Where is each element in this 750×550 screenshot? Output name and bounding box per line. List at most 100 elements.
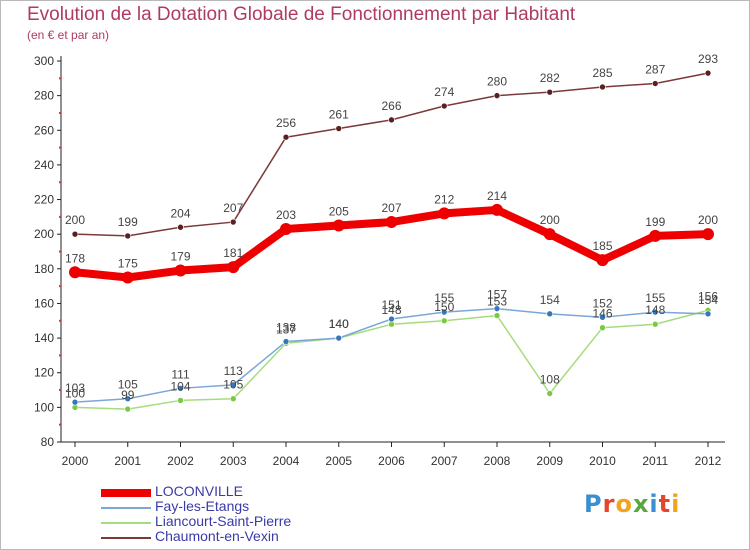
data-label-2: 146 <box>592 307 612 321</box>
data-label-3: 274 <box>434 85 454 99</box>
series-point-1 <box>388 315 395 323</box>
x-tick-label: 2010 <box>589 454 616 468</box>
y-tick-label: 300 <box>34 54 54 68</box>
data-label-2: 150 <box>434 300 454 314</box>
data-label-2: 148 <box>381 303 401 317</box>
data-label-3: 256 <box>276 116 296 130</box>
data-label-2: 108 <box>540 373 560 387</box>
x-tick-label: 2006 <box>378 454 405 468</box>
data-label-2: 153 <box>487 295 507 309</box>
data-label-0: 199 <box>645 215 665 229</box>
data-label-2: 100 <box>65 386 85 400</box>
data-label-0: 200 <box>698 213 718 227</box>
series-point-2 <box>599 324 606 332</box>
series-point-2 <box>177 397 184 404</box>
legend-swatch <box>101 522 151 524</box>
data-label-2: 156 <box>698 289 718 303</box>
y-tick-label: 100 <box>34 400 54 414</box>
y-minor-tick <box>59 181 61 184</box>
y-tick-label: 260 <box>34 123 54 137</box>
proxiti-logo: Proxiti <box>584 490 680 518</box>
series-point-0 <box>438 207 451 220</box>
series-point-3 <box>599 83 606 91</box>
data-label-1: 103 <box>65 381 85 395</box>
data-label-0: 203 <box>276 208 296 222</box>
series-point-0 <box>543 228 556 241</box>
y-tick-label: 200 <box>34 227 54 241</box>
series-point-0 <box>491 203 503 216</box>
series-point-0 <box>227 261 240 274</box>
series-point-3 <box>229 218 237 226</box>
data-label-3: 266 <box>381 99 401 113</box>
data-label-0: 205 <box>329 205 349 219</box>
legend-swatch <box>101 489 151 497</box>
series-point-3 <box>71 230 79 238</box>
x-tick-label: 2005 <box>325 454 352 468</box>
y-minor-tick <box>59 250 61 253</box>
y-tick-label: 280 <box>34 89 54 103</box>
data-label-3: 199 <box>118 215 138 229</box>
legend-swatch <box>101 537 151 539</box>
data-label-3: 282 <box>540 71 560 85</box>
series-point-1 <box>177 385 184 392</box>
x-tick-label: 2007 <box>431 454 458 468</box>
series-point-1 <box>704 310 712 318</box>
data-label-3: 200 <box>65 213 85 227</box>
data-label-1: 154 <box>540 293 560 307</box>
logo-letter: x <box>632 490 650 518</box>
x-tick-label: 2004 <box>273 454 300 468</box>
x-tick-label: 2000 <box>62 454 89 468</box>
series-point-2 <box>651 320 659 328</box>
series-point-0 <box>121 271 134 284</box>
logo-letter: t <box>658 490 672 518</box>
data-label-0: 181 <box>223 246 243 260</box>
y-tick-label: 140 <box>34 331 54 345</box>
data-label-3: 293 <box>698 52 718 66</box>
series-point-1 <box>599 314 606 321</box>
series-point-0 <box>385 216 398 229</box>
legend-label: Chaumont-en-Vexin <box>155 528 279 544</box>
series-point-3 <box>282 133 290 141</box>
y-tick-label: 180 <box>34 262 54 276</box>
data-label-1: 140 <box>329 317 349 331</box>
data-label-0: 212 <box>434 192 454 206</box>
series-point-0 <box>69 266 81 279</box>
data-label-1: 113 <box>224 364 243 378</box>
series-point-0 <box>596 254 609 267</box>
data-label-3: 261 <box>329 108 349 122</box>
series-point-0 <box>280 222 292 235</box>
y-tick-label: 220 <box>34 193 54 207</box>
series-point-2 <box>229 395 237 403</box>
series-point-3 <box>440 102 448 110</box>
data-label-3: 280 <box>487 75 507 89</box>
logo-letter: P <box>584 490 603 518</box>
x-tick-label: 2002 <box>167 454 194 468</box>
y-minor-tick <box>59 285 61 288</box>
series-point-2 <box>440 317 448 325</box>
x-tick-label: 2001 <box>114 454 141 468</box>
series-point-0 <box>174 264 187 277</box>
series-point-3 <box>546 88 554 96</box>
y-minor-tick <box>59 77 61 80</box>
data-label-2: 140 <box>329 317 349 331</box>
data-label-1: 105 <box>118 378 138 392</box>
y-minor-tick <box>59 111 61 114</box>
logo-letter: r <box>602 490 616 518</box>
x-tick-label: 2009 <box>536 454 563 468</box>
y-minor-tick <box>59 215 61 218</box>
y-tick-label: 160 <box>34 296 54 310</box>
data-label-2: 137 <box>276 322 296 336</box>
data-label-0: 178 <box>65 251 85 265</box>
data-label-1: 155 <box>645 291 665 305</box>
y-minor-tick <box>59 319 61 322</box>
logo-letter: i <box>649 490 659 518</box>
series-point-3 <box>493 92 501 99</box>
series-point-2 <box>546 390 554 397</box>
series-point-2 <box>124 405 132 413</box>
series-point-1 <box>282 338 290 345</box>
data-label-2: 148 <box>645 303 665 317</box>
data-label-1: 155 <box>434 291 454 305</box>
series-point-1 <box>651 308 659 316</box>
data-label-0: 185 <box>592 239 612 253</box>
logo-letter: i <box>671 490 681 518</box>
